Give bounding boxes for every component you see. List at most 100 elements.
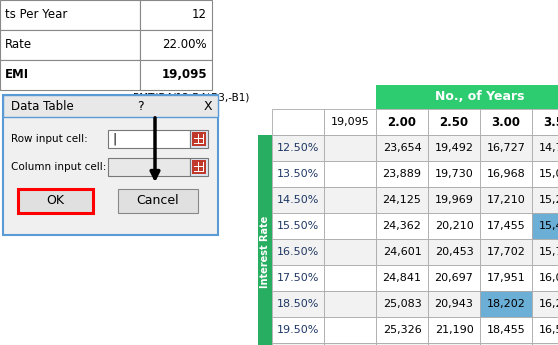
- Text: 20,453: 20,453: [435, 247, 473, 257]
- Bar: [199, 139, 203, 143]
- Bar: [118, 189, 198, 213]
- Bar: [532, 239, 558, 265]
- Bar: [480, 213, 532, 239]
- Text: 17,210: 17,210: [487, 195, 526, 205]
- Text: Cancel: Cancel: [137, 195, 179, 207]
- Bar: [376, 213, 428, 239]
- Bar: [324, 317, 376, 343]
- Text: 18,455: 18,455: [487, 325, 526, 335]
- Bar: [194, 162, 198, 166]
- Text: 19,095: 19,095: [161, 69, 207, 81]
- Text: 15.50%: 15.50%: [277, 221, 319, 231]
- Bar: [480, 135, 532, 161]
- Text: EMI: EMI: [5, 69, 29, 81]
- Bar: [108, 130, 190, 148]
- Text: 24,841: 24,841: [382, 273, 421, 283]
- Bar: [194, 167, 198, 171]
- Bar: [480, 265, 532, 291]
- Bar: [428, 161, 480, 187]
- Bar: [258, 135, 272, 345]
- Text: 20,943: 20,943: [435, 299, 473, 309]
- Bar: [108, 158, 190, 176]
- Bar: [376, 291, 428, 317]
- Bar: [0, 0, 140, 30]
- Bar: [532, 343, 558, 345]
- Text: 21,190: 21,190: [435, 325, 473, 335]
- Text: 25,083: 25,083: [383, 299, 421, 309]
- Text: 15,250: 15,250: [538, 195, 558, 205]
- Bar: [272, 135, 324, 161]
- Bar: [532, 317, 558, 343]
- Bar: [480, 317, 532, 343]
- Bar: [324, 213, 376, 239]
- Bar: [480, 109, 532, 135]
- Bar: [376, 85, 558, 109]
- Text: 24,125: 24,125: [383, 195, 421, 205]
- Text: 20,697: 20,697: [435, 273, 473, 283]
- Text: Row input cell:: Row input cell:: [11, 134, 88, 144]
- Bar: [376, 161, 428, 187]
- Bar: [376, 135, 428, 161]
- Text: Column input cell:: Column input cell:: [11, 162, 107, 172]
- Bar: [376, 239, 428, 265]
- Bar: [428, 213, 480, 239]
- Bar: [532, 109, 558, 135]
- Bar: [272, 265, 324, 291]
- Text: 19,095: 19,095: [331, 117, 369, 127]
- Bar: [376, 317, 428, 343]
- Bar: [199, 167, 203, 171]
- Text: No., of Years: No., of Years: [435, 90, 525, 104]
- Text: PMT(B4/12,B4*B3,-B1): PMT(B4/12,B4*B3,-B1): [133, 93, 249, 103]
- Bar: [428, 291, 480, 317]
- Bar: [272, 343, 324, 345]
- Bar: [272, 187, 324, 213]
- Text: Rate: Rate: [5, 39, 32, 51]
- Bar: [532, 187, 558, 213]
- Bar: [376, 187, 428, 213]
- Text: 16,968: 16,968: [487, 169, 526, 179]
- Text: 2.00: 2.00: [387, 116, 416, 128]
- Bar: [190, 158, 208, 176]
- Text: 19,492: 19,492: [435, 143, 474, 153]
- Bar: [3, 95, 218, 235]
- Bar: [324, 161, 376, 187]
- Text: 25,326: 25,326: [383, 325, 421, 335]
- Text: 18.50%: 18.50%: [277, 299, 319, 309]
- Bar: [324, 239, 376, 265]
- Text: 19,730: 19,730: [435, 169, 473, 179]
- Text: 12.50%: 12.50%: [277, 143, 319, 153]
- Bar: [0, 30, 140, 60]
- Bar: [324, 265, 376, 291]
- Text: 14.50%: 14.50%: [277, 195, 319, 205]
- Text: 3.00: 3.00: [492, 116, 521, 128]
- Bar: [140, 0, 212, 30]
- Text: 16,004: 16,004: [538, 273, 558, 283]
- Bar: [376, 109, 428, 135]
- Bar: [272, 161, 324, 187]
- Text: 3.50: 3.50: [543, 116, 558, 128]
- Bar: [199, 134, 203, 138]
- Text: 15,499: 15,499: [538, 221, 558, 231]
- Bar: [532, 161, 558, 187]
- Bar: [532, 135, 558, 161]
- Bar: [480, 291, 532, 317]
- Bar: [480, 187, 532, 213]
- Text: 17.50%: 17.50%: [277, 273, 319, 283]
- Bar: [0, 60, 140, 90]
- Bar: [532, 213, 558, 239]
- Bar: [272, 239, 324, 265]
- Bar: [140, 30, 212, 60]
- Text: 19,969: 19,969: [435, 195, 473, 205]
- Text: 17,455: 17,455: [487, 221, 526, 231]
- Bar: [324, 109, 376, 135]
- Text: Interest Rate: Interest Rate: [260, 216, 270, 288]
- Bar: [532, 291, 558, 317]
- Text: |: |: [112, 132, 116, 146]
- Text: 18,202: 18,202: [487, 299, 526, 309]
- Bar: [428, 265, 480, 291]
- Text: 17,951: 17,951: [487, 273, 526, 283]
- Text: 24,601: 24,601: [383, 247, 421, 257]
- Text: 17,702: 17,702: [487, 247, 526, 257]
- Text: 13.50%: 13.50%: [277, 169, 319, 179]
- Bar: [192, 160, 206, 174]
